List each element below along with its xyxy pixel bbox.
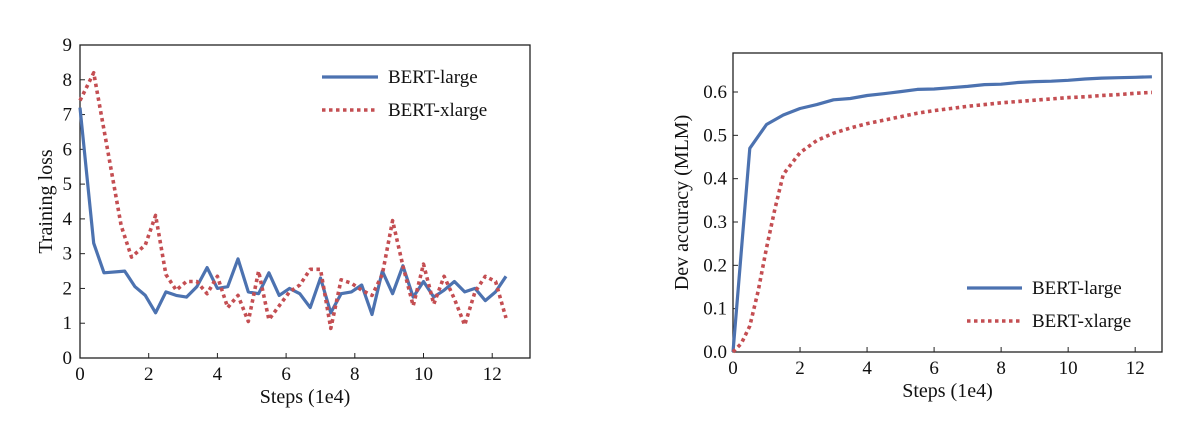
y-tick-label: 0.1 (703, 299, 727, 320)
series-line-bert-large (731, 75, 1152, 353)
y-tick-label: 0.6 (703, 82, 727, 103)
x-tick-label: 10 (1059, 358, 1078, 379)
training-loss-series (78, 71, 508, 331)
series-line-bert-xlarge (78, 71, 508, 331)
training-loss-x-ticks: 0 2 4 6 8 10 12 (75, 353, 502, 385)
dev-accuracy-x-ticks: 0 2 4 6 8 10 12 (728, 347, 1145, 379)
x-tick-label: 8 (996, 358, 1006, 379)
training-loss-legend: BERT-large BERT-xlarge (322, 67, 487, 121)
y-tick-label: 0 (63, 348, 73, 369)
y-tick-label: 7 (63, 105, 73, 126)
x-tick-label: 6 (929, 358, 939, 379)
y-tick-label: 3 (63, 244, 73, 265)
x-tick-label: 6 (281, 364, 291, 385)
training-loss-y-ticks: 0 1 2 3 4 5 6 7 8 9 (63, 35, 85, 369)
y-tick-label: 0.2 (703, 255, 727, 276)
x-tick-label: 10 (414, 364, 433, 385)
dev-accuracy-x-axis-label: Steps (1e4) (902, 380, 993, 402)
training-loss-x-axis-label: Steps (1e4) (260, 386, 351, 408)
dev-accuracy-y-ticks: 0.0 0.1 0.2 0.3 0.4 0.5 0.6 (703, 82, 738, 363)
dev-accuracy-y-axis-label: Dev accuracy (MLM) (671, 115, 693, 290)
y-tick-label: 0.5 (703, 125, 727, 146)
y-tick-label: 8 (63, 70, 73, 91)
dev-accuracy-series (731, 75, 1152, 354)
training-loss-y-axis-label: Training loss (35, 149, 57, 254)
y-tick-label: 0.0 (703, 342, 727, 363)
x-tick-label: 0 (75, 364, 85, 385)
x-tick-label: 2 (795, 358, 805, 379)
legend-label-bert-xlarge: BERT-xlarge (1032, 311, 1131, 332)
x-tick-label: 4 (213, 364, 223, 385)
dev-accuracy-legend: BERT-large BERT-xlarge (967, 278, 1131, 332)
y-tick-label: 2 (63, 278, 73, 299)
legend-label-bert-xlarge: BERT-xlarge (388, 100, 487, 121)
y-tick-label: 5 (63, 174, 73, 195)
dev-accuracy-plot-frame (732, 52, 1163, 353)
y-tick-label: 6 (63, 139, 73, 160)
legend-label-bert-large: BERT-large (1032, 278, 1122, 299)
dev-accuracy-chart: 0.0 0.1 0.2 0.3 0.4 0.5 0.6 0 2 4 6 8 10 12 Steps (1… (671, 52, 1163, 402)
y-tick-label: 9 (63, 35, 73, 56)
y-tick-label: 0.3 (703, 212, 727, 233)
x-tick-label: 2 (144, 364, 154, 385)
x-tick-label: 4 (862, 358, 872, 379)
y-tick-label: 4 (63, 209, 73, 230)
x-tick-label: 0 (728, 358, 738, 379)
x-tick-label: 8 (350, 364, 360, 385)
x-tick-label: 12 (1126, 358, 1145, 379)
x-tick-label: 12 (483, 364, 502, 385)
y-tick-label: 0.4 (703, 169, 727, 190)
legend-label-bert-large: BERT-large (388, 67, 478, 88)
series-line-bert-xlarge (731, 90, 1152, 354)
training-loss-plot-frame (79, 44, 531, 359)
y-tick-label: 1 (63, 313, 73, 334)
